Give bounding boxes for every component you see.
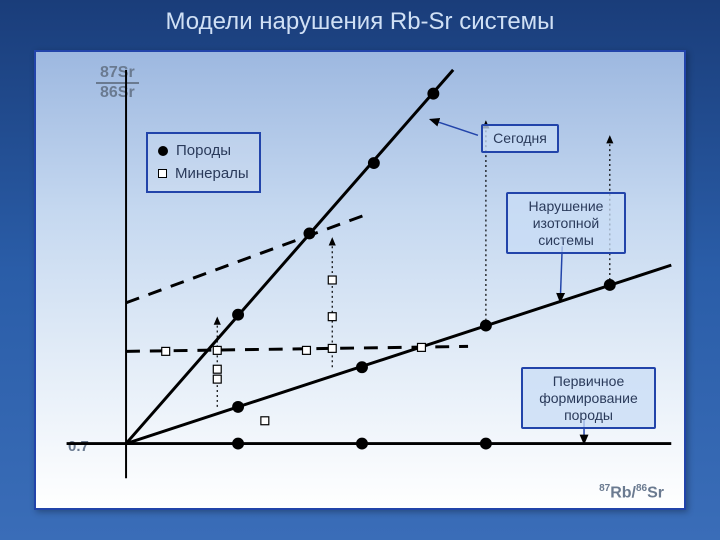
dot-icon — [158, 146, 168, 156]
chart-svg — [36, 52, 684, 508]
callout-primary: Первичноеформированиепороды — [521, 367, 656, 429]
legend-row-rocks: Породы — [158, 140, 249, 163]
legend-row-minerals: Минералы — [158, 163, 249, 186]
callout-disturbance: Нарушениеизотопнойсистемы — [506, 192, 626, 254]
legend-label-minerals: Минералы — [175, 163, 249, 186]
page-title: Модели нарушения Rb-Sr системы — [0, 8, 720, 36]
chart-frame: 87Sr 86Sr 0.7 87Rb/86Sr Породы Минералы … — [34, 50, 686, 510]
legend: Породы Минералы — [146, 132, 261, 193]
legend-label-rocks: Породы — [176, 140, 231, 163]
callout-today: Сегодня — [481, 124, 559, 153]
square-icon — [158, 169, 167, 178]
